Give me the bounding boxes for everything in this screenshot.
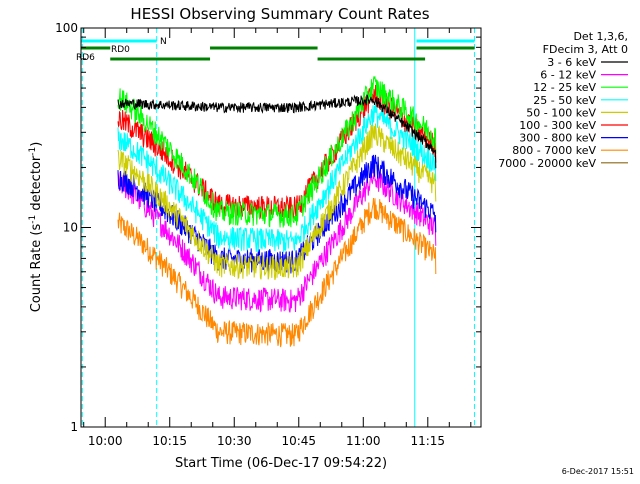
x-tick-label: 10:15 [152,434,187,448]
series-trace [117,197,437,348]
legend-entry-label: 300 - 800 keV [519,132,596,145]
legend-entry-label: 12 - 25 keV [533,81,596,94]
legend-header-line-1: Det 1,3,6, [573,30,628,43]
y-tick-label: 100 [55,21,78,35]
y-tick-label: 10 [63,221,78,235]
x-tick-label: 10:30 [217,434,252,448]
x-tick-label: 10:00 [88,434,123,448]
status-bar-label: RD6 [76,53,95,63]
series-line [117,104,437,253]
series-trace [117,104,437,253]
footer-date: 6-Dec-2017 15:51 [561,467,634,476]
series-trace [117,94,437,169]
legend-entry-label: 800 - 7000 keV [512,144,596,157]
series-trace [117,166,437,313]
legend-entry-label: 6 - 12 keV [540,69,596,82]
y-axis-label: Count Rate (s-1 detector-1) [28,142,44,313]
series-line [117,123,437,280]
status-bar-label: N [160,37,167,47]
y-axis-label-sup2: -1 [28,147,38,156]
series-line [117,166,437,313]
legend-entry-label: 100 - 300 keV [519,119,596,132]
x-tick-label: 10:45 [281,434,316,448]
x-axis-label: Start Time (06-Dec-17 09:54:22) [175,456,387,471]
y-axis-label-end: ) [29,142,44,147]
y-axis-label-main: Count Rate (s [29,224,44,313]
series-line [117,197,437,348]
axes: 1 10 100 10:00 10:15 10:30 10:45 11:00 11:15 [55,21,481,448]
status-bar-label: RD0 [111,45,130,55]
series-line [117,75,437,228]
series-line [117,94,437,169]
plot-frame [80,27,482,428]
legend-entry-label: 3 - 6 keV [547,56,596,69]
chart-title: HESSI Observing Summary Count Rates [130,5,429,23]
series-trace [117,123,437,280]
legend-entry-label: 25 - 50 keV [533,94,596,107]
legend-entry-label: 7000 - 20000 keV [498,157,596,170]
y-axis-label-sup1: -1 [28,215,38,224]
y-tick-label: 1 [70,420,78,434]
x-tick-label: 11:15 [410,434,445,448]
y-axis-label-mid: detector [29,155,44,215]
legend-header-line-2: FDecim 3, Att 0 [543,43,628,56]
x-tick-label: 11:00 [346,434,381,448]
legend-entry-label: 50 - 100 keV [526,106,596,119]
series-trace [117,75,437,228]
